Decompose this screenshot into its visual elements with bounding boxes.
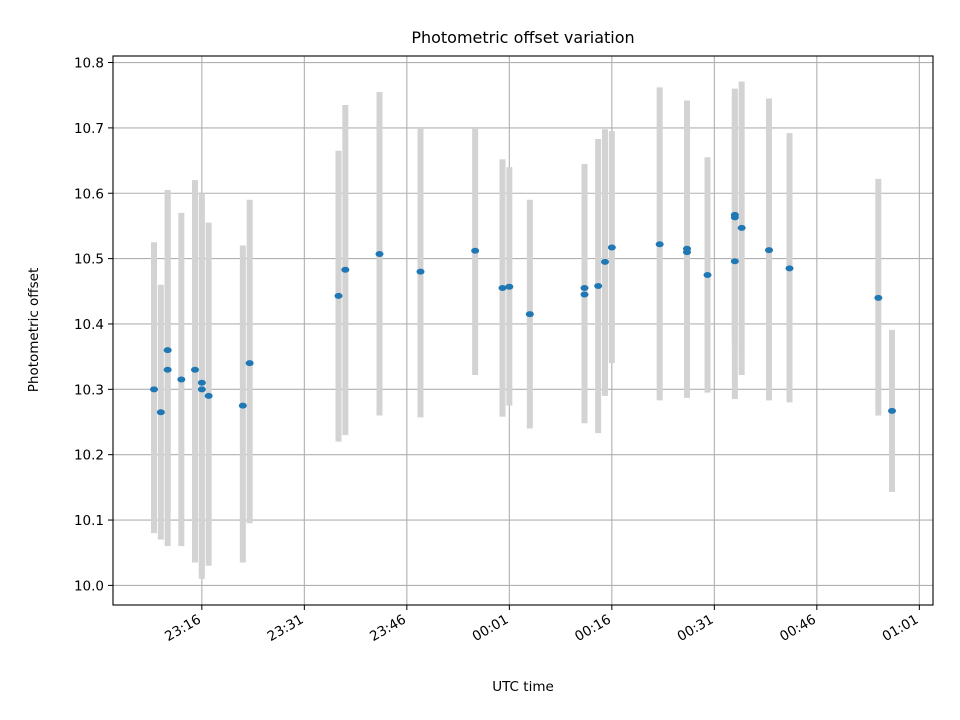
data-point xyxy=(594,283,603,290)
data-point xyxy=(191,366,199,373)
data-point xyxy=(163,366,172,373)
data-point xyxy=(730,211,739,218)
data-point xyxy=(655,241,664,248)
data-point xyxy=(197,386,206,393)
data-point xyxy=(334,292,343,299)
data-point xyxy=(607,244,616,251)
data-point xyxy=(471,247,480,254)
data-point xyxy=(197,379,206,386)
data-point xyxy=(150,386,158,393)
y-tick-label: 10.6 xyxy=(74,186,104,202)
y-tick-label: 10.0 xyxy=(74,578,104,594)
data-point xyxy=(888,407,896,414)
y-axis: 10.0 10.1 10.2 10.3 10.4 10.5 10.6 10.7 10.8 xyxy=(74,56,113,594)
data-point xyxy=(703,271,712,278)
data-point xyxy=(785,265,794,272)
data-point xyxy=(601,258,609,265)
data-point xyxy=(737,224,746,231)
data-point xyxy=(204,392,213,399)
x-axis-label: UTC time xyxy=(492,679,554,695)
data-point xyxy=(525,311,534,318)
data-point xyxy=(683,245,691,252)
data-point xyxy=(177,376,186,383)
data-point xyxy=(730,258,739,265)
plot-frame xyxy=(112,55,934,606)
data-point xyxy=(580,285,589,292)
data-point xyxy=(341,266,350,273)
data-point xyxy=(163,347,172,354)
y-tick-label: 10.7 xyxy=(74,121,104,137)
data-point xyxy=(375,251,384,258)
y-axis-label: Photometric offset xyxy=(26,268,42,392)
data-point xyxy=(874,294,883,301)
data-point xyxy=(765,247,773,254)
chart-title: Photometric offset variation xyxy=(411,28,634,47)
y-tick-label: 10.5 xyxy=(74,252,104,268)
data-point xyxy=(580,291,589,298)
y-tick-label: 10.2 xyxy=(74,448,104,464)
data-point xyxy=(245,360,254,367)
data-point xyxy=(156,409,165,416)
data-point xyxy=(238,402,247,409)
y-tick-label: 10.4 xyxy=(74,317,104,333)
y-tick-label: 10.3 xyxy=(74,382,104,398)
data-points xyxy=(150,211,896,416)
y-tick-label: 10.8 xyxy=(74,56,104,72)
data-point xyxy=(416,268,425,275)
y-tick-label: 10.1 xyxy=(74,513,104,529)
data-point xyxy=(498,285,507,292)
data-point xyxy=(505,283,514,290)
